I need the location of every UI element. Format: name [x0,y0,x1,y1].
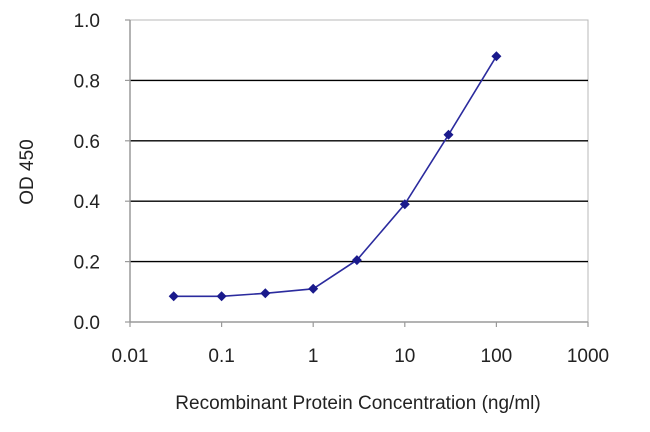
y-tick-label-3: 0.6 [74,132,100,153]
x-tick-label-2: 1 [308,346,319,367]
data-point-4 [351,255,362,266]
x-axis-title: Recombinant Protein Concentration (ng/ml… [175,393,540,414]
x-tick-label-1: 0.1 [208,346,234,367]
data-point-2 [260,288,271,299]
y-tick-label-1: 0.2 [74,253,100,274]
x-tick-label-4: 100 [481,346,513,367]
y-axis-title: OD 450 [17,139,38,204]
data-point-5 [399,199,410,210]
y-tick-label-5: 1.0 [74,11,100,32]
data-point-1 [216,291,227,302]
plot-area [129,19,589,323]
y-tick-label-2: 0.4 [74,192,101,213]
data-point-0 [168,291,179,302]
y-tick-label-0: 0.0 [74,313,100,334]
x-tick-label-3: 10 [394,346,415,367]
y-tick-label-4: 0.8 [74,71,100,92]
data-point-3 [308,283,319,294]
data-point-6 [443,129,454,140]
series-line-0 [173,55,498,298]
x-tick-label-0: 0.01 [112,346,149,367]
data-point-7 [491,51,502,62]
x-tick-label-5: 1000 [567,346,609,367]
